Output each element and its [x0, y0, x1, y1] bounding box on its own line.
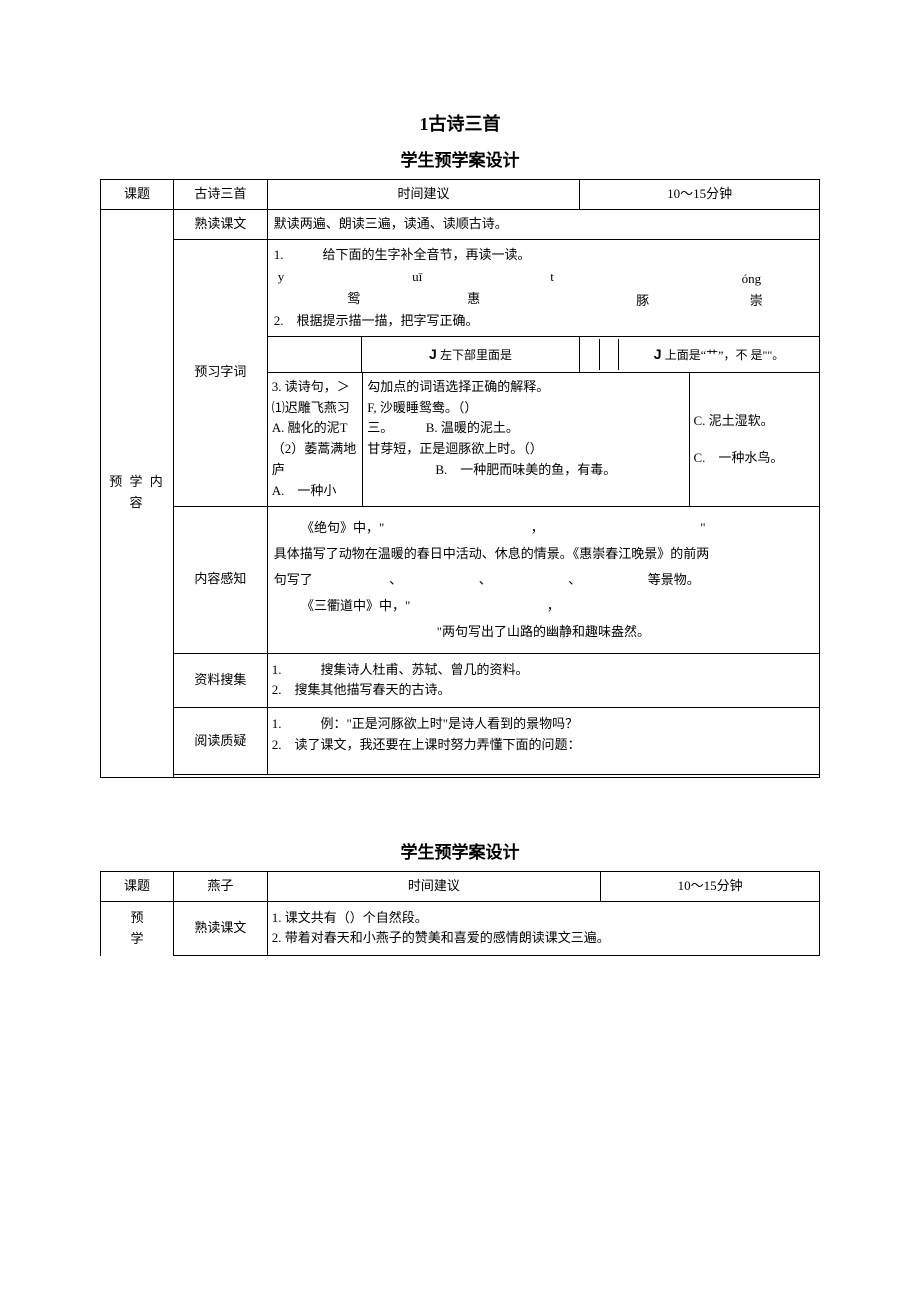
table-row: 预 学 熟读课文 1. 课文共有（）个自然段。 2. 带着对春天和小燕子的赞美和… [101, 901, 820, 956]
cell-neirong: 《绝句》中，" ， " 具体描写了动物在温暖的春日中活动、休息的情景。《惠崇春江… [267, 506, 819, 653]
t2-cell-shudu: 1. 课文共有（）个自然段。 2. 带着对春天和小燕子的赞美和喜爱的感情朗读课文… [267, 901, 819, 956]
label-yuedu: 阅读质疑 [173, 708, 267, 775]
table-row: 阅读质疑 1. 例："正是河豚欲上时"是诗人看到的景物吗？ 2. 读了课文，我还… [101, 708, 820, 775]
zl-l2: 2. 搜集其他描写春天的古诗。 [272, 680, 815, 701]
q3b: ⑴迟雕飞燕习 [272, 398, 359, 419]
t2-hdr-title: 燕子 [173, 871, 267, 901]
label-neirong: 内容感知 [173, 506, 267, 653]
nr-p4b: ， [547, 598, 560, 613]
label-ziliao: 资料搜集 [173, 653, 267, 708]
t2-hdr-time-val: 10～15分钟 [601, 871, 820, 901]
t2-side2: 学 [107, 929, 167, 950]
hdr-time-label: 时间建议 [267, 180, 580, 210]
nr-p1c: " [700, 520, 705, 535]
ch-tun: 豚 [636, 290, 649, 312]
yd-l2: 2. 读了课文，我还要在上课时努力弄懂下面的问题： [272, 735, 815, 756]
jmark1: J [429, 346, 437, 362]
nr-p1b: ， [531, 520, 544, 535]
nr-p4a: 《三衢道中》中，" [301, 598, 410, 613]
t2-hdr-keti: 课题 [101, 871, 174, 901]
pin-ui: uī [412, 266, 422, 288]
q3-col3: C. 泥土湿软。 C. 一种水鸟。 [689, 373, 819, 506]
table-row: 内容感知 《绝句》中，" ， " 具体描写了动物在温暖的春日中活动、休息的情景。… [101, 506, 820, 653]
table-1: 课题 古诗三首 时间建议 10～15分钟 预 学 内 容 熟读课文 默读两遍、朗… [100, 179, 820, 778]
cell-q3: 3. 读诗句，＞ ⑴迟雕飞燕习 A. 融化的泥T （2）萎蒿满地庐 A. 一种小… [267, 372, 819, 506]
hdr-keti: 课题 [101, 180, 174, 210]
label-yuxi: 预习字词 [173, 239, 267, 506]
q1-line: 1. 给下面的生字补全音节，再读一读。 [274, 244, 574, 266]
cell-yuxi-left: 1. 给下面的生字补全音节，再读一读。 y uī t 鸳 惠 2. 根据提示描一… [267, 239, 580, 336]
t2-sd-l1: 1. 课文共有（）个自然段。 [272, 908, 815, 929]
cell-hint-right: J 上面是“艹”，不 是""。 [580, 336, 820, 372]
nr-p1a: 《绝句》中，" [301, 520, 384, 535]
t2-sd-l2: 2. 带着对春天和小燕子的赞美和喜爱的感情朗读课文三遍。 [272, 928, 815, 949]
table-row: 课题 古诗三首 时间建议 10～15分钟 [101, 180, 820, 210]
hint2-text: 上面是“艹”，不 是""。 [665, 348, 784, 362]
q3c: A. 融化的泥T [272, 418, 359, 439]
mid-b: F, 沙暖睡鸳鸯。（） [367, 398, 684, 419]
ch-hui: 惠 [467, 288, 480, 310]
table-row: 预 学 内 容 熟读课文 默读两遍、朗读三遍，读通、读顺古诗。 [101, 209, 820, 239]
zl-l1: 1. 搜集诗人杜甫、苏轼、曾几的资料。 [272, 660, 815, 681]
sub-title-1: 学生预学案设计 [100, 146, 820, 171]
ch-yuan: 鸳 [347, 288, 360, 310]
cell-yuedu: 1. 例："正是河豚欲上时"是诗人看到的景物吗？ 2. 读了课文，我还要在上课时… [267, 708, 819, 775]
q3e: A. 一种小 [272, 481, 359, 502]
q3-col2: 勾加点的词语选择正确的解释。 F, 沙暖睡鸳鸯。（） 三。 B. 温暖的泥土。 … [363, 373, 689, 506]
t2-side1: 预 [107, 908, 167, 929]
mid-d: 甘芽短，正是迴豚欲上时。（） [367, 439, 684, 460]
mid-c: 三。 B. 温暖的泥土。 [367, 418, 684, 439]
q3d: （2）萎蒿满地庐 [272, 439, 359, 481]
hint1-text: 左下部里面是 [440, 348, 512, 362]
cell-ziliao: 1. 搜集诗人杜甫、苏轼、曾几的资料。 2. 搜集其他描写春天的古诗。 [267, 653, 819, 708]
hdr-time-val: 10～15分钟 [580, 180, 820, 210]
q3a: 3. 读诗句，＞ [272, 377, 359, 398]
pin-ong: óng [742, 268, 762, 290]
nr-p3d: 、 [568, 572, 581, 587]
pin-t: t [550, 266, 554, 288]
ch-chong: 崇 [750, 290, 763, 312]
table-row: 资料搜集 1. 搜集诗人杜甫、苏轼、曾几的资料。 2. 搜集其他描写春天的古诗。 [101, 653, 820, 708]
q3-col1: 3. 读诗句，＞ ⑴迟雕飞燕习 A. 融化的泥T （2）萎蒿满地庐 A. 一种小 [268, 373, 363, 506]
rc1: C. 泥土湿软。 [694, 411, 816, 432]
mid-a: 勾加点的词语选择正确的解释。 [367, 377, 684, 398]
t2-hdr-time-label: 时间建议 [267, 871, 600, 901]
mid-e: B. 一种肥而味美的鱼，有毒。 [367, 460, 684, 481]
pin-y: y [278, 266, 285, 288]
q2-line: 2. 根据提示描一描，把字写正确。 [274, 310, 574, 332]
cell-shudu-text: 默读两遍、朗读三遍，读通、读顺古诗。 [267, 209, 819, 239]
nr-p3a: 句写了 [274, 572, 313, 587]
yd-l1: 1. 例："正是河豚欲上时"是诗人看到的景物吗？ [272, 714, 815, 735]
nr-p2: 具体描写了动物在温暖的春日中活动、休息的情景。《惠崇春江晚景》的前两 [274, 541, 813, 567]
t2-label-shudu: 熟读课文 [173, 901, 267, 956]
nr-p3b: 、 [389, 572, 402, 587]
table-row: 预习字词 1. 给下面的生字补全音节，再读一读。 y uī t 鸳 惠 2. 根… [101, 239, 820, 336]
t2-side: 预 学 [101, 901, 174, 956]
main-title: 1古诗三首 [100, 110, 820, 136]
side-label-yuxue: 预 学 内 容 [101, 209, 174, 777]
nr-p3e: 等景物。 [648, 572, 700, 587]
sub-title-2: 学生预学案设计 [100, 838, 820, 863]
cell-hint-left: J 左下部里面是 [267, 336, 580, 372]
nr-p3c: 、 [479, 572, 492, 587]
cell-yuxi-right: óng 豚 崇 [580, 239, 820, 336]
jmark2: J [654, 346, 662, 362]
nr-p5: "两句写出了山路的幽静和趣味盎然。 [274, 619, 813, 645]
label-shudu: 熟读课文 [173, 209, 267, 239]
table-row: 课题 燕子 时间建议 10～15分钟 [101, 871, 820, 901]
hdr-title: 古诗三首 [173, 180, 267, 210]
table-2: 课题 燕子 时间建议 10～15分钟 预 学 熟读课文 1. 课文共有（）个自然… [100, 871, 820, 956]
rc2: C. 一种水鸟。 [694, 448, 816, 469]
